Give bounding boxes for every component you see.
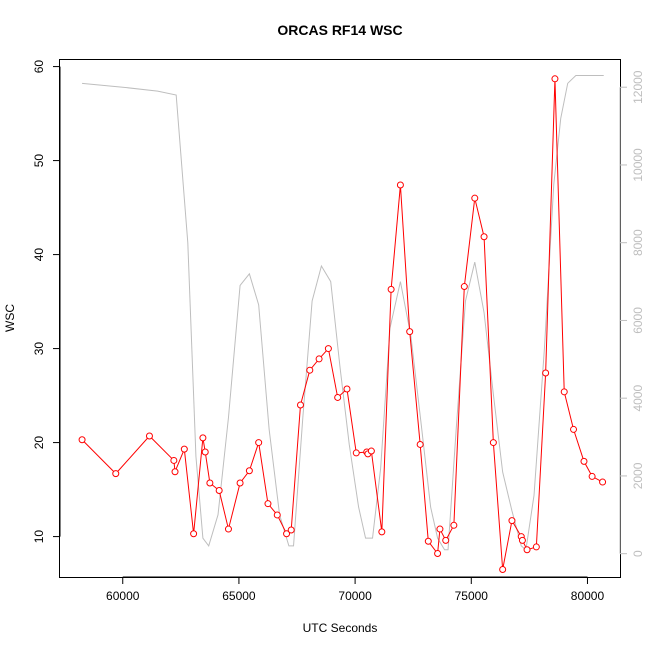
- data-point: [471, 194, 479, 202]
- x-tick-label: 65000: [222, 589, 256, 603]
- data-point: [199, 434, 207, 442]
- x-tick-label: 80000: [571, 589, 605, 603]
- data-point: [112, 470, 120, 478]
- y-tick-label-right: 2000: [631, 462, 645, 489]
- data-point: [306, 366, 314, 374]
- chart-title: ORCAS RF14 WSC: [277, 22, 402, 38]
- data-point: [201, 448, 209, 456]
- data-point: [206, 479, 214, 487]
- data-point: [315, 355, 323, 363]
- series-secondary-line: [82, 75, 604, 551]
- data-point: [460, 283, 468, 291]
- data-point: [396, 181, 404, 189]
- data-point: [78, 436, 86, 444]
- x-tick-label: 60000: [106, 589, 140, 603]
- x-tick-label: 75000: [455, 589, 489, 603]
- data-point: [436, 525, 444, 533]
- data-point: [145, 432, 153, 440]
- y-tick-label-right: 0: [631, 550, 645, 557]
- data-point: [387, 285, 395, 293]
- data-point: [570, 425, 578, 433]
- series-primary-line: [78, 75, 607, 573]
- x-tick-label: 70000: [338, 589, 372, 603]
- data-point: [542, 369, 550, 377]
- data-point: [580, 457, 588, 465]
- data-point: [180, 445, 188, 453]
- data-point: [416, 440, 424, 448]
- data-point: [255, 439, 263, 447]
- data-point: [215, 487, 223, 495]
- y-tick-label-right: 6000: [631, 307, 645, 334]
- y-tick-label-left: 30: [32, 342, 46, 356]
- data-point: [378, 528, 386, 536]
- data-point: [352, 449, 360, 457]
- data-point: [406, 328, 414, 336]
- data-point: [599, 478, 607, 486]
- data-point: [224, 525, 232, 533]
- data-point: [499, 565, 507, 573]
- data-point: [588, 472, 596, 480]
- data-point: [442, 536, 450, 544]
- y-tick-label-right: 10000: [631, 148, 645, 182]
- data-point: [287, 526, 295, 534]
- data-point: [273, 511, 281, 519]
- data-point: [560, 388, 568, 396]
- y-axis-left: 10 20 30 40 50 60: [32, 60, 61, 544]
- data-point: [434, 550, 442, 557]
- data-point: [551, 75, 559, 83]
- data-point: [508, 517, 516, 525]
- y-tick-label-left: 40: [32, 248, 46, 262]
- y-tick-label-right: 8000: [631, 229, 645, 256]
- data-point: [334, 393, 342, 401]
- y-tick-label-left: 60: [32, 60, 46, 74]
- y-axis-right: 0 2000 4000 6000 8000 10000 12000: [619, 70, 645, 557]
- data-point: [190, 530, 198, 538]
- y-tick-label-right: 4000: [631, 385, 645, 412]
- data-point: [343, 385, 351, 393]
- data-point: [245, 467, 253, 475]
- data-point: [450, 521, 458, 529]
- y-tick-label-left: 10: [32, 530, 46, 544]
- x-axis-label: UTC Seconds: [303, 621, 378, 635]
- data-point: [324, 345, 332, 353]
- data-point: [296, 401, 304, 409]
- data-point: [171, 468, 179, 476]
- data-point: [283, 530, 291, 538]
- data-point: [518, 536, 526, 544]
- secondary-series-path: [82, 75, 604, 551]
- y-tick-label-left: 50: [32, 154, 46, 168]
- plot-frame: [59, 59, 621, 578]
- y-tick-label-right: 12000: [631, 70, 645, 104]
- data-point: [489, 439, 497, 447]
- data-point: [264, 500, 272, 508]
- data-point: [236, 479, 244, 487]
- data-point: [367, 447, 375, 455]
- data-point: [170, 456, 178, 464]
- data-point: [480, 233, 488, 241]
- y-tick-label-left: 20: [32, 436, 46, 450]
- data-point: [532, 543, 540, 551]
- data-point: [424, 537, 432, 545]
- x-axis: 60000 65000 70000 75000 80000: [106, 576, 605, 603]
- primary-series-path: [81, 78, 603, 570]
- data-point: [523, 546, 531, 554]
- y-axis-label: WSC: [3, 304, 17, 332]
